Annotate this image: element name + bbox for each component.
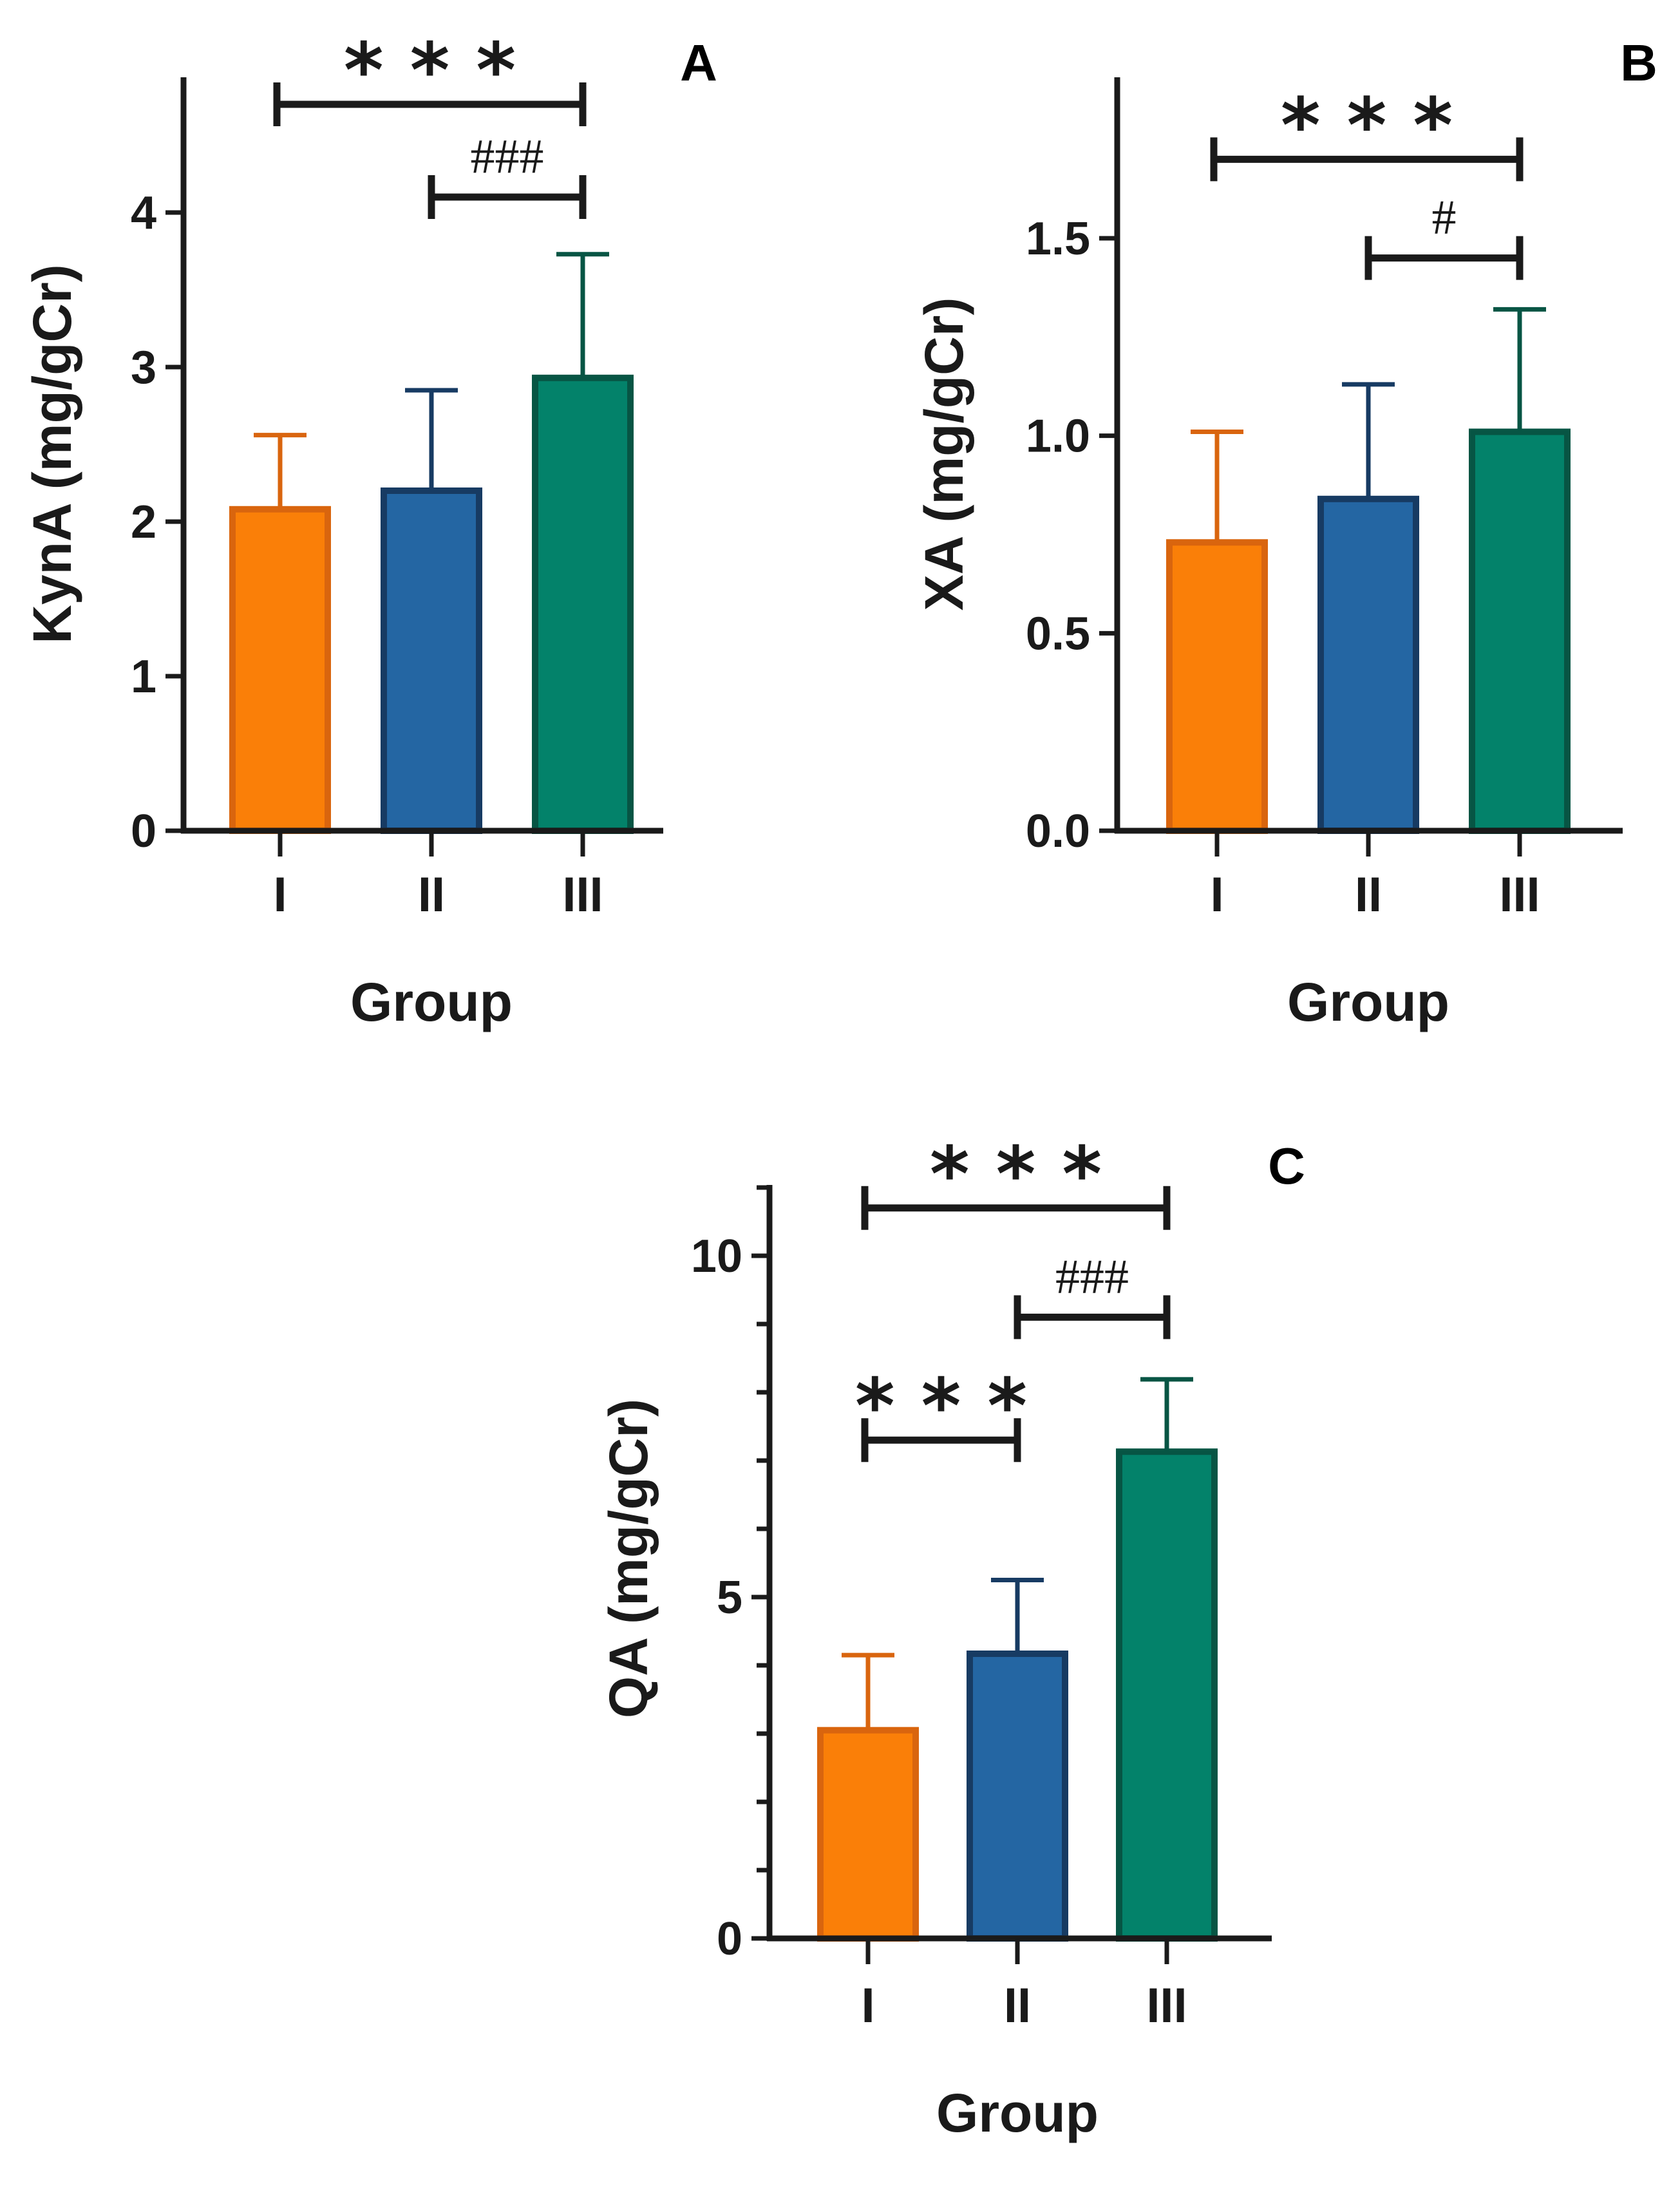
significance-bracket: * * * (855, 1361, 1027, 1462)
y-axis-title: KynA (mg/gCr) (22, 264, 82, 644)
y-tick-label: 0.0 (1026, 806, 1090, 857)
bar-II (381, 487, 482, 834)
significance-bracket: * * * (1210, 80, 1524, 182)
bar-I (817, 1727, 919, 1942)
y-tick-label: 1.0 (1026, 411, 1090, 462)
y-tick-label: 0 (717, 1913, 742, 1965)
bar-III (1116, 1448, 1218, 1942)
panel-label: A (680, 34, 717, 91)
x-tick-label: III (1146, 1978, 1187, 2033)
bar-III (532, 374, 634, 834)
x-tick-label: III (562, 867, 603, 922)
y-tick-label: 0.5 (1026, 608, 1090, 659)
x-tick-label: I (1210, 867, 1223, 922)
x-axis-title: Group (350, 972, 513, 1032)
x-axis-title: Group (1287, 972, 1449, 1032)
x-tick-label: III (1499, 867, 1540, 922)
bar-II (1317, 495, 1419, 834)
panel-label: C (1268, 1137, 1305, 1195)
panel-label: B (1620, 34, 1657, 91)
y-tick-label: 10 (691, 1231, 742, 1282)
y-tick-label: 4 (131, 187, 156, 239)
significance-bracket: # (1364, 191, 1524, 280)
y-tick-label: 0 (131, 806, 156, 857)
x-tick-label: I (861, 1978, 874, 2033)
y-tick-label: 1.5 (1026, 213, 1090, 265)
bar-III (1469, 428, 1571, 834)
significance-label: * * * (930, 1130, 1102, 1218)
y-axis-title: XA (mg/gCr) (914, 298, 974, 611)
x-axis-title: Group (936, 2083, 1099, 2143)
bar-I (1166, 539, 1268, 834)
y-tick-label: 5 (717, 1572, 742, 1623)
significance-label: # (1432, 191, 1457, 245)
y-tick-label: 2 (131, 497, 156, 548)
significance-label: * * * (344, 26, 516, 115)
x-tick-label: I (273, 867, 287, 922)
significance-label: ### (471, 129, 544, 184)
significance-label: * * * (855, 1361, 1027, 1450)
significance-label: * * * (1281, 80, 1453, 169)
y-tick-label: 1 (131, 651, 156, 703)
significance-bracket: * * * (861, 1130, 1171, 1230)
x-tick-label: II (1004, 1978, 1031, 2033)
significance-bracket: ### (1014, 1249, 1171, 1339)
y-tick-label: 3 (131, 342, 156, 393)
x-tick-label: II (1355, 867, 1382, 922)
bar-I (229, 506, 331, 834)
significance-label: ### (1055, 1249, 1129, 1303)
x-tick-label: II (418, 867, 445, 922)
significance-bracket: ### (428, 129, 587, 219)
bar-II (967, 1650, 1068, 1942)
significance-bracket: * * * (273, 26, 587, 126)
y-axis-title: QA (mg/gCr) (598, 1399, 659, 1718)
